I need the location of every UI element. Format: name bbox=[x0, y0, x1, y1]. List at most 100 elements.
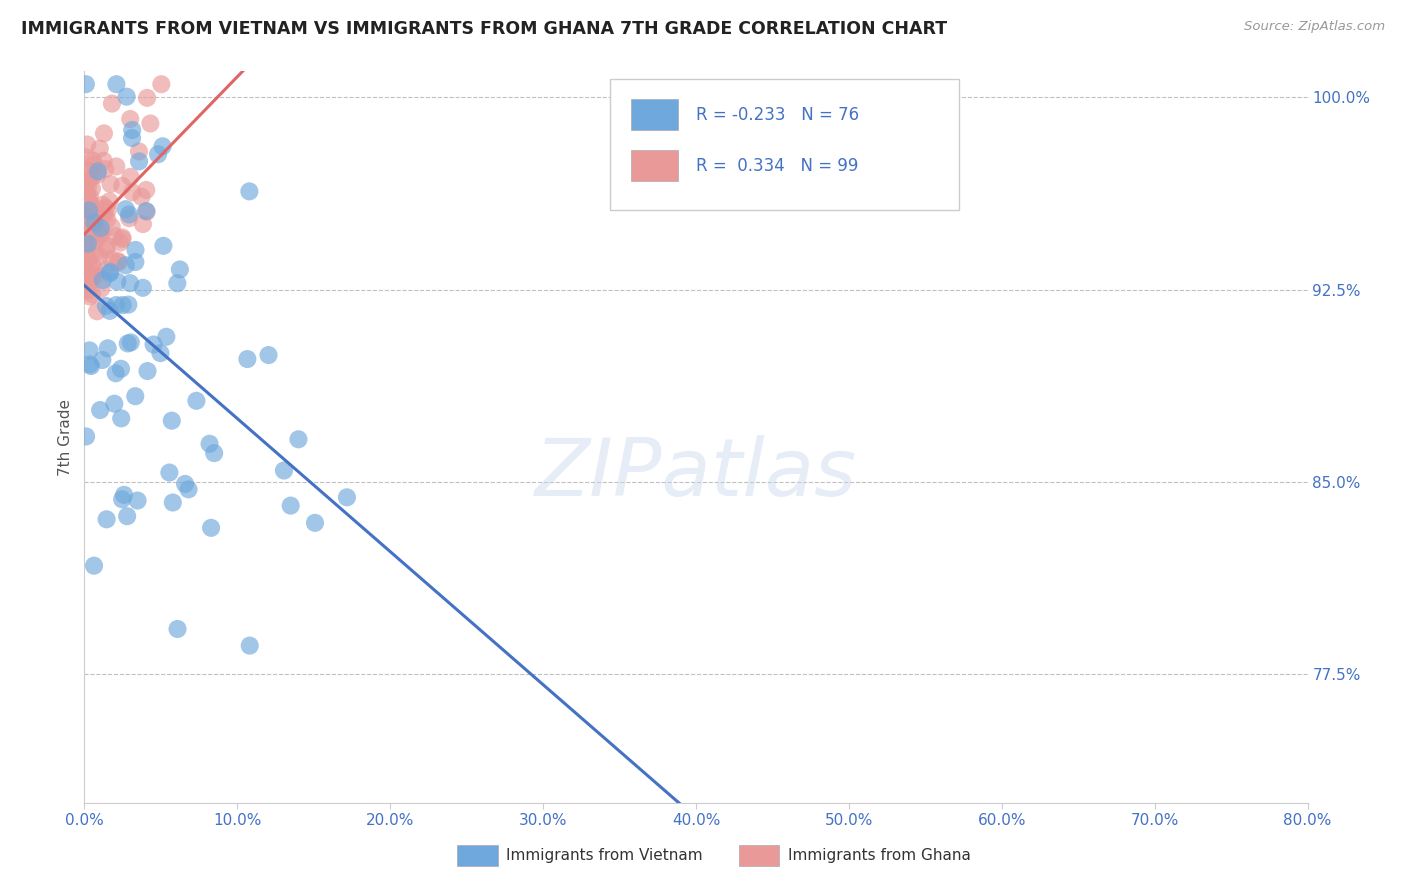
Point bbox=[128, 154, 150, 169]
Point bbox=[77, 198, 100, 212]
Point bbox=[79, 195, 101, 210]
Point bbox=[108, 235, 131, 250]
Point bbox=[75, 178, 97, 193]
Point bbox=[82, 169, 104, 184]
Point bbox=[131, 190, 153, 204]
Point bbox=[111, 232, 134, 246]
Point bbox=[135, 183, 157, 197]
Point bbox=[97, 203, 120, 218]
Point bbox=[105, 275, 128, 289]
Point bbox=[121, 123, 143, 137]
Point bbox=[142, 337, 165, 351]
Point bbox=[90, 209, 112, 223]
Point bbox=[162, 495, 184, 509]
Point bbox=[150, 77, 173, 91]
Point bbox=[120, 276, 142, 290]
Point bbox=[79, 289, 101, 303]
Point bbox=[287, 432, 309, 446]
Point bbox=[83, 558, 105, 573]
Point bbox=[75, 150, 97, 164]
Point bbox=[79, 259, 101, 273]
Point bbox=[139, 116, 162, 130]
Text: R =  0.334   N = 99: R = 0.334 N = 99 bbox=[696, 157, 858, 175]
Point bbox=[89, 403, 111, 417]
Point bbox=[124, 243, 146, 257]
Point bbox=[76, 177, 98, 191]
Text: Immigrants from Vietnam: Immigrants from Vietnam bbox=[506, 848, 703, 863]
Point bbox=[96, 243, 118, 257]
Point bbox=[98, 304, 121, 318]
Point bbox=[91, 353, 114, 368]
Point bbox=[104, 366, 127, 380]
Point bbox=[82, 268, 104, 283]
Point bbox=[80, 182, 103, 196]
Point bbox=[127, 493, 149, 508]
Point bbox=[169, 262, 191, 277]
FancyBboxPatch shape bbox=[631, 99, 678, 130]
Point bbox=[76, 193, 98, 207]
Point bbox=[96, 212, 118, 227]
Point bbox=[76, 283, 98, 297]
Point bbox=[87, 228, 110, 243]
Point bbox=[80, 359, 103, 373]
Point bbox=[84, 211, 107, 225]
Point bbox=[91, 198, 114, 212]
Point bbox=[152, 239, 174, 253]
Point bbox=[86, 168, 108, 182]
Point bbox=[75, 271, 97, 285]
Point bbox=[100, 219, 122, 234]
Point bbox=[107, 255, 129, 269]
Point bbox=[84, 235, 107, 249]
Point bbox=[93, 127, 115, 141]
Point bbox=[166, 622, 188, 636]
Point bbox=[90, 227, 112, 241]
Point bbox=[75, 232, 97, 246]
Point bbox=[257, 348, 280, 362]
Point bbox=[100, 177, 122, 191]
Text: Source: ZipAtlas.com: Source: ZipAtlas.com bbox=[1244, 20, 1385, 33]
Point bbox=[79, 358, 101, 372]
Point bbox=[236, 352, 259, 367]
Point bbox=[76, 186, 98, 201]
Point bbox=[94, 162, 117, 177]
Point bbox=[75, 236, 97, 251]
Point bbox=[96, 512, 118, 526]
Point bbox=[112, 488, 135, 502]
Point bbox=[82, 260, 104, 274]
Point bbox=[76, 137, 98, 152]
Point bbox=[202, 446, 225, 460]
Point bbox=[174, 477, 197, 491]
Point bbox=[110, 411, 132, 425]
Point bbox=[157, 466, 180, 480]
Point bbox=[77, 203, 100, 218]
Point bbox=[94, 201, 117, 215]
Point bbox=[135, 204, 157, 219]
Point bbox=[87, 164, 110, 178]
Point bbox=[90, 221, 112, 235]
Point bbox=[76, 187, 98, 202]
Point bbox=[101, 96, 124, 111]
Point bbox=[79, 164, 101, 178]
Point bbox=[149, 346, 172, 360]
Point bbox=[155, 330, 177, 344]
Point bbox=[160, 414, 183, 428]
Point bbox=[118, 211, 141, 226]
Point bbox=[79, 189, 101, 203]
Point bbox=[77, 211, 100, 226]
Point bbox=[75, 239, 97, 253]
Point bbox=[124, 389, 146, 403]
Point bbox=[77, 236, 100, 251]
Point bbox=[111, 298, 134, 312]
Point bbox=[117, 297, 139, 311]
Point bbox=[93, 153, 115, 168]
Point bbox=[75, 264, 97, 278]
Text: ZIPatlas: ZIPatlas bbox=[534, 434, 858, 513]
Point bbox=[79, 343, 101, 358]
FancyBboxPatch shape bbox=[631, 151, 678, 181]
Point bbox=[111, 230, 134, 244]
Point bbox=[98, 194, 121, 209]
Point bbox=[98, 265, 121, 279]
Point bbox=[79, 171, 101, 186]
Point bbox=[91, 202, 114, 217]
Point bbox=[77, 196, 100, 211]
